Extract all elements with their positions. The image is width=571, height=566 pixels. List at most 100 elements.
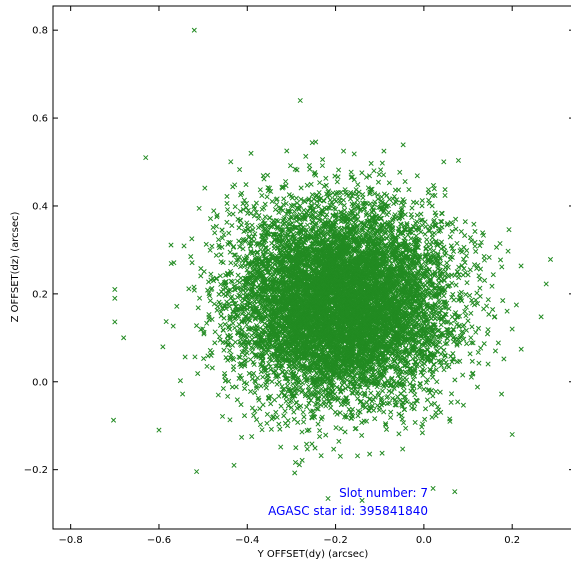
data-point	[386, 388, 392, 394]
data-point	[390, 225, 396, 231]
data-point	[323, 175, 329, 181]
data-point	[206, 290, 212, 297]
data-point	[262, 201, 268, 207]
data-point	[412, 419, 418, 426]
data-point	[359, 170, 365, 176]
data-point	[225, 241, 231, 247]
data-point	[218, 309, 224, 315]
data-point	[232, 325, 238, 331]
data-point	[186, 286, 192, 292]
data-point	[264, 194, 270, 200]
data-point	[278, 403, 284, 409]
data-point	[156, 427, 162, 433]
data-point	[245, 270, 251, 276]
data-point	[458, 228, 464, 235]
data-point	[112, 286, 118, 293]
data-point	[441, 159, 447, 165]
data-point	[237, 354, 243, 361]
data-point	[288, 405, 294, 411]
data-point	[504, 308, 510, 314]
data-point	[285, 403, 291, 409]
data-point	[431, 219, 437, 225]
data-point	[300, 419, 307, 425]
data-point	[249, 349, 255, 355]
data-point	[423, 245, 429, 251]
data-point	[337, 410, 343, 416]
data-point	[304, 182, 310, 188]
data-point	[226, 230, 232, 236]
data-point	[437, 339, 443, 345]
data-point	[320, 157, 326, 163]
data-point	[469, 324, 475, 330]
data-point	[376, 171, 382, 178]
data-point	[372, 416, 378, 422]
data-point	[249, 405, 255, 411]
data-point	[485, 297, 491, 303]
data-point	[485, 361, 491, 367]
data-point	[400, 230, 406, 236]
data-point	[433, 238, 439, 244]
data-point	[429, 414, 435, 420]
data-point	[212, 340, 218, 346]
data-point	[299, 429, 305, 435]
data-point	[440, 299, 446, 305]
data-point	[336, 167, 342, 173]
data-point	[182, 354, 188, 360]
data-point	[188, 254, 194, 260]
data-point	[360, 195, 366, 201]
data-point	[292, 470, 298, 476]
data-point	[207, 216, 214, 222]
data-point	[236, 225, 242, 231]
data-point	[425, 190, 431, 196]
data-point	[241, 197, 247, 203]
data-point	[227, 249, 233, 255]
data-point	[168, 242, 174, 248]
data-point	[191, 27, 197, 33]
data-point	[375, 179, 382, 185]
data-point	[322, 214, 328, 221]
data-point	[420, 372, 426, 378]
data-point	[474, 290, 480, 296]
data-point	[369, 403, 375, 409]
data-point	[143, 155, 149, 161]
data-point	[212, 329, 218, 335]
data-point	[272, 339, 278, 345]
data-point	[381, 202, 387, 208]
data-point	[224, 299, 230, 305]
data-point	[381, 383, 387, 389]
data-point	[227, 240, 233, 246]
data-point	[410, 377, 416, 383]
data-point	[460, 323, 466, 329]
data-point	[351, 177, 357, 183]
data-point	[260, 358, 266, 364]
data-point	[371, 191, 378, 197]
data-point	[423, 224, 429, 230]
data-point	[224, 219, 230, 225]
data-point	[299, 380, 306, 386]
data-point	[371, 168, 377, 174]
data-point	[248, 388, 254, 395]
data-point	[317, 428, 323, 434]
data-point	[325, 495, 331, 502]
data-point	[402, 178, 408, 185]
data-point	[462, 233, 468, 239]
data-point	[233, 384, 239, 390]
data-point	[262, 226, 268, 233]
data-point	[509, 326, 515, 332]
data-point	[196, 205, 202, 211]
data-point	[347, 196, 354, 202]
data-point	[235, 257, 241, 263]
data-point	[214, 307, 220, 313]
data-point	[217, 337, 223, 343]
data-point	[237, 208, 243, 214]
data-point	[313, 139, 319, 145]
data-point	[463, 313, 469, 319]
data-point	[334, 179, 340, 185]
data-point	[266, 185, 273, 191]
data-point	[228, 260, 234, 266]
data-point	[426, 312, 432, 318]
data-point	[252, 390, 258, 396]
data-point	[277, 426, 283, 432]
data-point	[484, 303, 490, 309]
